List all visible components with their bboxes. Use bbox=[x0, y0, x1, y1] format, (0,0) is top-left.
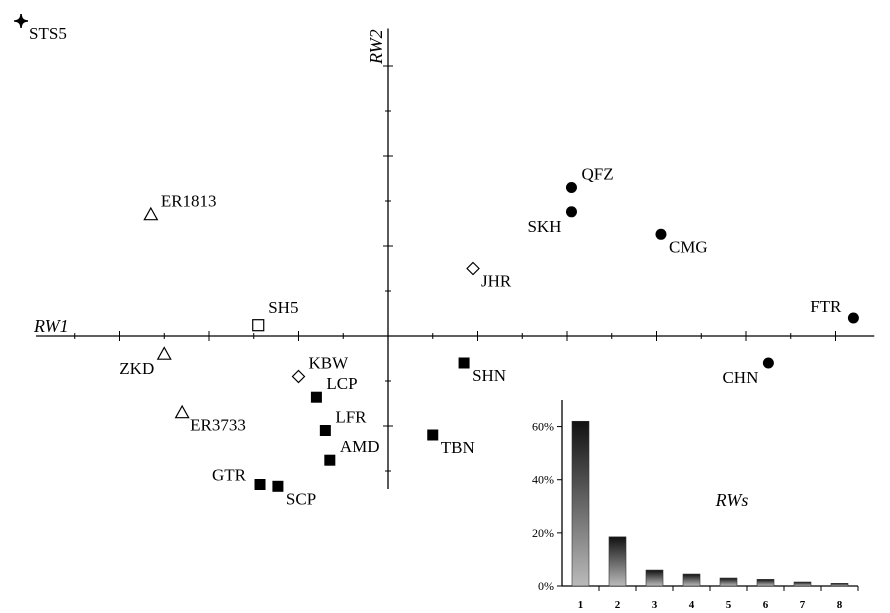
point-label: CHN bbox=[722, 368, 758, 387]
point-label: ER3733 bbox=[190, 416, 246, 435]
data-point: LFR bbox=[319, 408, 367, 436]
cross-shape bbox=[14, 13, 29, 29]
point-marker-diamond bbox=[291, 369, 306, 384]
data-point: QFZ bbox=[565, 165, 614, 193]
point-marker-square bbox=[254, 479, 266, 490]
data-point: GTR bbox=[212, 466, 266, 490]
data-point: SHN bbox=[458, 357, 506, 385]
x-axis-title: RW1 bbox=[33, 316, 69, 336]
bar-chart-inset: 0% 20% 40% 60% 1 2 3 4 5 6 7 8 RWs bbox=[532, 400, 859, 611]
point-label: STS5 bbox=[29, 24, 67, 43]
point-marker-circle bbox=[655, 228, 667, 240]
point-label: ZKD bbox=[119, 359, 154, 378]
point-label: SH5 bbox=[268, 298, 298, 317]
data-point: STS5 bbox=[14, 13, 67, 43]
bar-category-label: 8 bbox=[837, 599, 843, 611]
data-point: JHR bbox=[466, 261, 512, 291]
data-point: CMG bbox=[655, 228, 708, 256]
data-point: ZKD bbox=[119, 346, 172, 378]
point-label: AMD bbox=[340, 437, 380, 456]
point-label: SHN bbox=[472, 366, 506, 385]
bar-y-tick-label: 60% bbox=[532, 420, 554, 434]
point-marker-triangle bbox=[143, 206, 159, 221]
point-marker-square bbox=[458, 357, 470, 369]
point-marker-diamond bbox=[466, 261, 480, 276]
data-point: LCP bbox=[310, 374, 358, 403]
point-marker-square bbox=[310, 391, 322, 403]
bar bbox=[830, 583, 849, 587]
data-point: CHN bbox=[722, 357, 774, 387]
point-label: LFR bbox=[335, 408, 367, 427]
data-point: SH5 bbox=[252, 298, 298, 332]
bar bbox=[719, 577, 738, 587]
data-point: FTR bbox=[810, 297, 859, 324]
bar-category-label: 5 bbox=[726, 599, 732, 611]
bar-category-label: 3 bbox=[652, 599, 658, 611]
point-label: SCP bbox=[286, 489, 316, 508]
data-point: TBN bbox=[427, 429, 475, 457]
bar-category-label: 2 bbox=[615, 599, 621, 611]
bar-category-label: 7 bbox=[800, 599, 806, 611]
point-label: JHR bbox=[481, 272, 512, 291]
data-point: ER1813 bbox=[143, 192, 217, 221]
bar bbox=[682, 573, 701, 587]
bar-category-label: 4 bbox=[689, 599, 695, 611]
bar-category-label: 6 bbox=[763, 599, 769, 611]
point-label: LCP bbox=[326, 374, 357, 393]
y-axis-title: RW2 bbox=[366, 29, 386, 65]
bar bbox=[756, 579, 775, 587]
point-marker-square bbox=[319, 425, 331, 436]
bar bbox=[608, 536, 627, 587]
point-marker-square bbox=[427, 429, 439, 441]
data-point: KBW bbox=[291, 354, 350, 384]
data-point: AMD bbox=[324, 437, 379, 466]
data-point: SKH bbox=[527, 206, 577, 236]
bar bbox=[645, 569, 664, 587]
point-label: CMG bbox=[669, 237, 708, 256]
bar-category-label: 1 bbox=[578, 599, 584, 611]
point-marker-circle bbox=[565, 206, 577, 218]
bar-chart-title: RWs bbox=[715, 490, 749, 510]
point-label: FTR bbox=[810, 297, 842, 316]
point-label: ER1813 bbox=[161, 192, 217, 211]
point-marker-circle bbox=[847, 312, 859, 324]
data-point: ER3733 bbox=[174, 404, 246, 435]
point-marker-circle bbox=[565, 182, 577, 193]
point-label: QFZ bbox=[581, 165, 613, 184]
bar bbox=[571, 420, 590, 587]
bar-y-tick-label: 20% bbox=[532, 526, 554, 540]
point-label: GTR bbox=[212, 466, 247, 485]
point-marker-circle bbox=[762, 357, 774, 369]
scatter-plot: STS5 ER1813 SH5 ZKD KBW ER3733 LCP LFR AMD GTR SCP… bbox=[14, 13, 875, 508]
bar-y-tick-label: 0% bbox=[538, 579, 554, 593]
point-marker-cross bbox=[14, 13, 29, 29]
point-label: SKH bbox=[527, 217, 561, 236]
point-label: KBW bbox=[309, 354, 350, 373]
point-marker-open-square bbox=[252, 319, 265, 332]
point-label: TBN bbox=[441, 438, 475, 457]
point-marker-triangle bbox=[156, 346, 172, 360]
bar bbox=[793, 581, 812, 587]
point-marker-triangle bbox=[174, 404, 190, 419]
data-point: SCP bbox=[272, 480, 316, 508]
point-marker-square bbox=[272, 480, 284, 492]
bar-marks: 1 2 3 4 5 6 7 8 bbox=[571, 420, 849, 611]
point-marker-square bbox=[324, 454, 336, 466]
scatter-points: STS5 ER1813 SH5 ZKD KBW ER3733 LCP LFR AMD GTR SCP… bbox=[14, 13, 859, 508]
bar-y-tick-label: 40% bbox=[532, 473, 554, 487]
scatter-axes bbox=[35, 28, 875, 489]
